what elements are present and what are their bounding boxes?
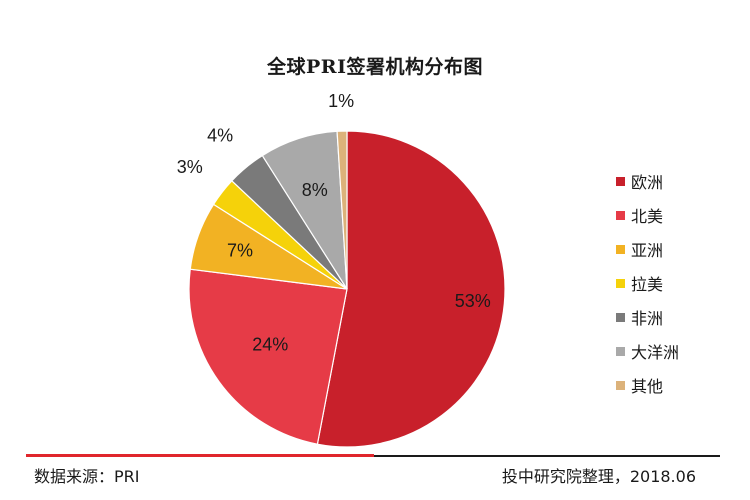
legend-label: 拉美 (631, 275, 664, 294)
data-label-亚洲: 7% (227, 241, 253, 261)
legend-item-非洲: 非洲 (616, 300, 679, 334)
legend-label: 亚洲 (631, 241, 664, 260)
legend-label: 欧洲 (631, 173, 664, 192)
legend-swatch (616, 380, 625, 390)
data-label-北美: 24% (252, 335, 288, 355)
legend-swatch (616, 346, 625, 356)
legend-item-亚洲: 亚洲 (616, 232, 679, 266)
footer-divider-red (26, 454, 374, 457)
footer-credit: 投中研究院整理，2018.06 (501, 467, 696, 486)
data-label-非洲: 4% (207, 126, 233, 146)
legend-swatch (616, 244, 625, 254)
legend-item-北美: 北美 (616, 198, 679, 232)
data-label-大洋洲: 8% (302, 180, 328, 200)
legend: 欧洲北美亚洲拉美非洲大洋洲其他 (616, 164, 679, 402)
pie-slice-欧洲 (316, 130, 506, 448)
data-label-其他: 1% (328, 91, 354, 111)
legend-swatch (616, 312, 625, 322)
legend-item-拉美: 拉美 (616, 266, 679, 300)
pie-slice-其他 (336, 130, 348, 290)
pie-slice-北美 (188, 268, 348, 445)
data-label-欧洲: 53% (455, 291, 491, 311)
legend-label: 大洋洲 (631, 343, 680, 362)
legend-item-大洋洲: 大洋洲 (616, 334, 679, 368)
legend-item-其他: 其他 (616, 368, 679, 402)
legend-swatch (616, 176, 625, 186)
legend-label: 非洲 (631, 309, 664, 328)
chart-title: 全球PRI签署机构分布图 (267, 56, 483, 78)
data-label-拉美: 3% (177, 157, 203, 177)
legend-item-欧洲: 欧洲 (616, 164, 679, 198)
legend-label: 北美 (631, 207, 664, 226)
footer-source: 数据来源：PRI (34, 467, 140, 486)
footer-divider-black (374, 455, 720, 457)
legend-label: 其他 (631, 377, 664, 396)
legend-swatch (616, 210, 625, 220)
legend-swatch (616, 278, 625, 288)
